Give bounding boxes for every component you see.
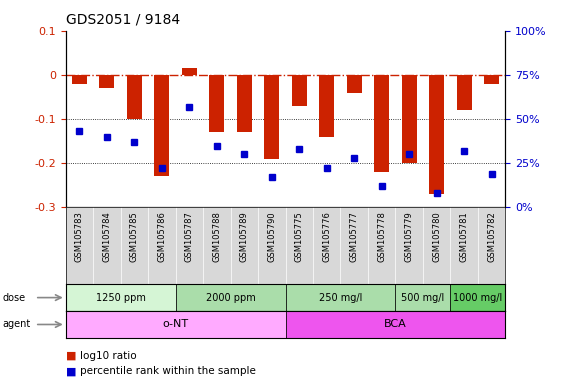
Bar (72, 75, 87, 84)
Bar (374, 75, 389, 172)
Text: GSM105782: GSM105782 (487, 211, 496, 262)
Bar (182, 68, 197, 75)
Bar (451, 284, 505, 311)
Text: 1250 ppm: 1250 ppm (96, 293, 146, 303)
Text: GSM105788: GSM105788 (212, 211, 222, 262)
Text: GSM105784: GSM105784 (102, 211, 111, 262)
Bar (176, 284, 286, 311)
Text: GSM105775: GSM105775 (295, 211, 304, 262)
Bar (154, 75, 170, 177)
Bar (264, 75, 279, 159)
Text: 250 mg/l: 250 mg/l (319, 293, 362, 303)
Bar (66, 311, 286, 338)
Bar (237, 75, 252, 132)
Bar (286, 311, 505, 338)
Bar (457, 75, 472, 110)
Bar (319, 75, 334, 137)
Bar (401, 75, 417, 163)
Text: agent: agent (3, 319, 31, 329)
Text: ■: ■ (66, 366, 76, 376)
Text: GSM105781: GSM105781 (460, 211, 469, 262)
Bar (395, 284, 451, 311)
Bar (292, 75, 307, 106)
Text: GSM105783: GSM105783 (75, 211, 84, 262)
Text: ■: ■ (66, 351, 76, 361)
Bar (484, 75, 499, 84)
Text: GSM105785: GSM105785 (130, 211, 139, 262)
Text: GSM105776: GSM105776 (322, 211, 331, 262)
Bar (347, 75, 362, 93)
Text: GSM105779: GSM105779 (405, 211, 413, 262)
Text: 1000 mg/l: 1000 mg/l (453, 293, 502, 303)
Text: GSM105777: GSM105777 (349, 211, 359, 262)
Bar (429, 75, 444, 194)
Text: 2000 ppm: 2000 ppm (206, 293, 255, 303)
Bar (209, 75, 224, 132)
Text: o-NT: o-NT (163, 319, 188, 329)
Text: GSM105789: GSM105789 (240, 211, 249, 262)
Text: percentile rank within the sample: percentile rank within the sample (80, 366, 256, 376)
Text: dose: dose (3, 293, 26, 303)
Text: GDS2051 / 9184: GDS2051 / 9184 (66, 13, 180, 27)
Text: GSM105786: GSM105786 (158, 211, 166, 262)
Bar (127, 75, 142, 119)
Text: GSM105780: GSM105780 (432, 211, 441, 262)
Bar (99, 75, 114, 88)
Bar (66, 284, 176, 311)
Text: GSM105778: GSM105778 (377, 211, 386, 262)
Text: GSM105790: GSM105790 (267, 211, 276, 262)
Bar (286, 284, 395, 311)
Text: 500 mg/l: 500 mg/l (401, 293, 444, 303)
Text: GSM105787: GSM105787 (185, 211, 194, 262)
Text: BCA: BCA (384, 319, 407, 329)
Text: log10 ratio: log10 ratio (80, 351, 136, 361)
